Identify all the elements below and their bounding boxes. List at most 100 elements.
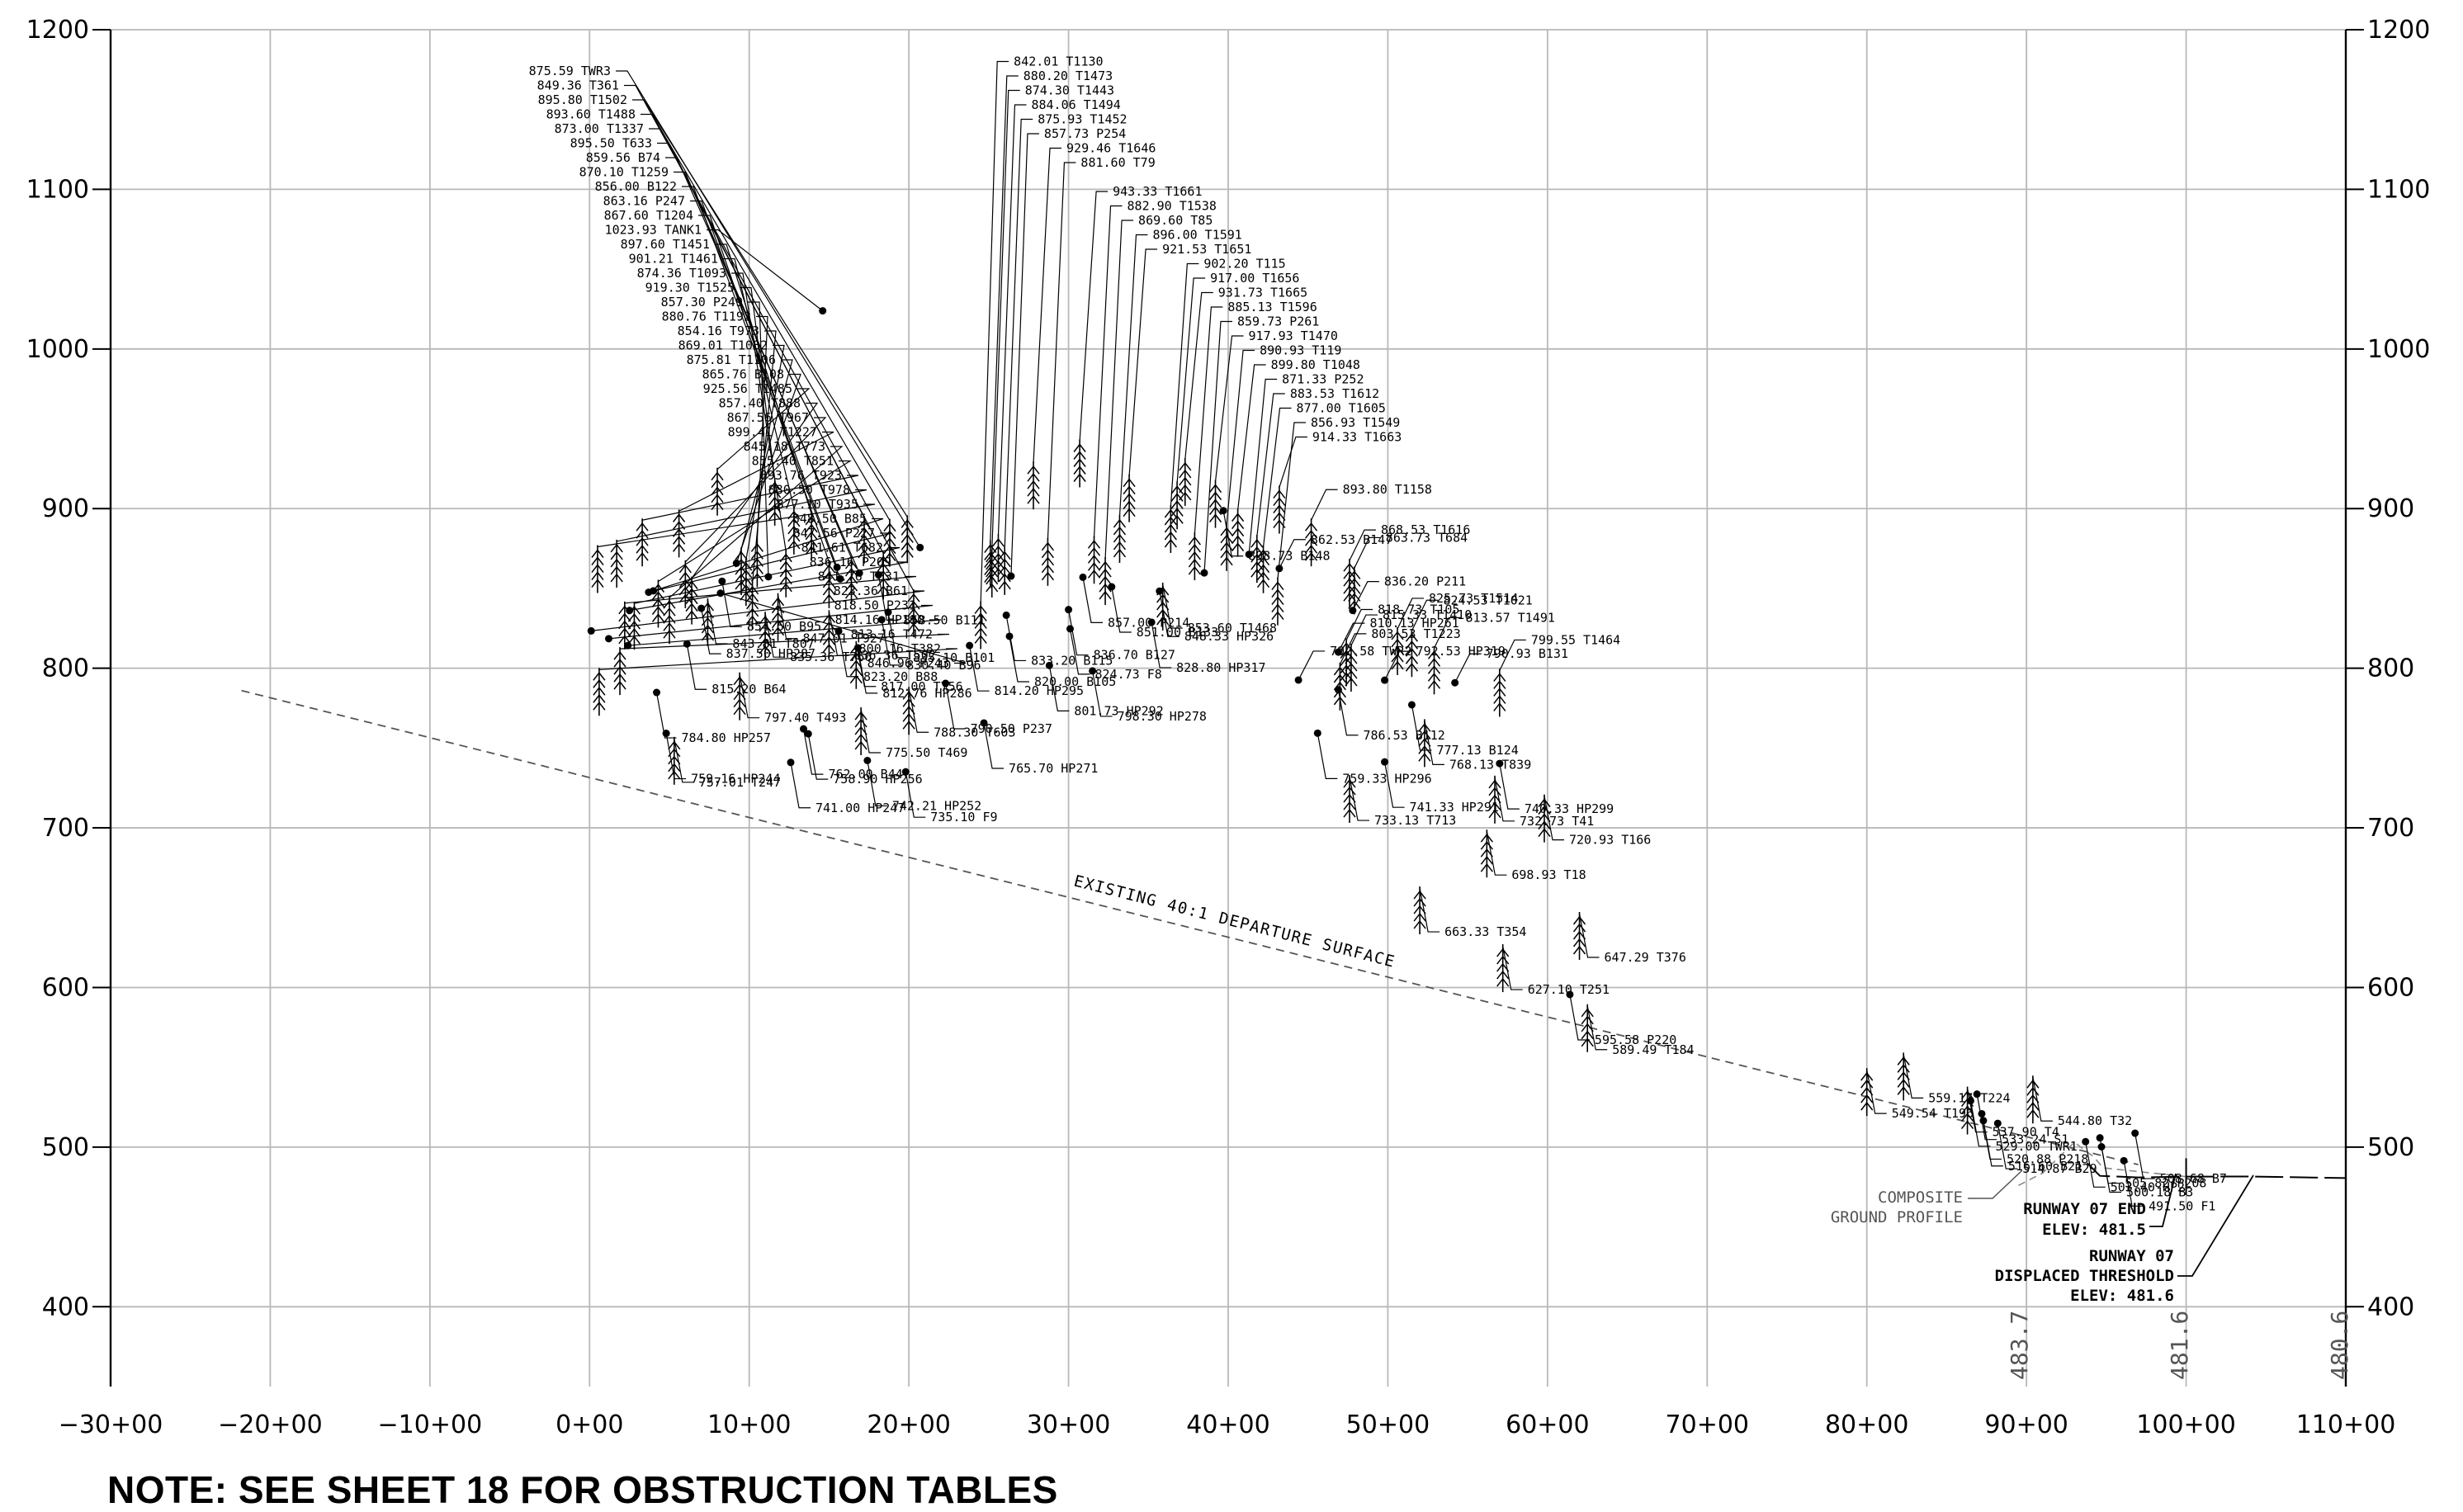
tree-branch bbox=[663, 630, 676, 639]
obstruction-label: 855.40 T851 bbox=[752, 454, 834, 469]
tree-branch bbox=[673, 543, 686, 552]
obstruction-label: 823.20 B88 bbox=[863, 669, 938, 684]
tree-branch bbox=[1538, 798, 1551, 808]
obstruction-leader bbox=[1383, 762, 1405, 808]
tree-branch bbox=[663, 600, 676, 609]
tree-branch bbox=[805, 531, 818, 541]
tree-branch bbox=[1413, 905, 1426, 914]
obstruction-leader bbox=[1128, 248, 1158, 476]
tree-branch bbox=[668, 770, 681, 780]
tree-branch bbox=[902, 698, 915, 707]
tree-branch bbox=[787, 510, 801, 520]
obstruction-label: 790.93 B131 bbox=[1487, 646, 1568, 661]
obstruction-label: 818.50 P231 bbox=[834, 598, 916, 613]
tree-branch bbox=[1220, 541, 1233, 551]
tree-branch bbox=[733, 698, 746, 708]
obstruction-label: 895.50 T633 bbox=[570, 136, 652, 151]
tree-branch bbox=[1220, 534, 1233, 544]
tree-branch bbox=[805, 516, 818, 526]
tree-branch bbox=[1113, 548, 1127, 558]
tree-branch bbox=[1572, 938, 1586, 947]
tree-branch bbox=[1027, 465, 1040, 475]
tree-branch bbox=[1156, 601, 1170, 611]
threshold-leader bbox=[2177, 1174, 2254, 1277]
tree-branch bbox=[986, 553, 999, 563]
obstruction-leader bbox=[1004, 118, 1033, 549]
tree-branch bbox=[1493, 695, 1506, 704]
obstruction-label: 851.00 B133 bbox=[1137, 625, 1218, 640]
obstruction-leader bbox=[2085, 1141, 2106, 1188]
obstruction-leader bbox=[838, 631, 859, 678]
tree-obstruction-icon bbox=[771, 593, 785, 641]
tree-branch bbox=[1343, 569, 1356, 579]
obstruction-leader bbox=[1170, 262, 1199, 508]
obstruction-label: 824.73 F8 bbox=[1095, 667, 1162, 682]
tree-branch bbox=[1208, 506, 1222, 516]
tree-obstruction-icon bbox=[1572, 911, 1586, 960]
obstruction-label: 848.50 B85 bbox=[792, 512, 867, 527]
obstruction-label: 788.30 T603 bbox=[934, 725, 1015, 739]
tree-branch bbox=[1170, 500, 1184, 509]
tree-branch bbox=[613, 650, 626, 660]
obstruction-label: 893.60 T1488 bbox=[546, 107, 636, 122]
tree-branch bbox=[1273, 504, 1286, 514]
obstruction-label: 733.13 T713 bbox=[1374, 813, 1456, 828]
tree-obstruction-icon bbox=[678, 560, 692, 608]
tree-obstruction-icon bbox=[1480, 829, 1493, 878]
obstruction-leader bbox=[620, 633, 950, 650]
tree-branch bbox=[1113, 518, 1127, 528]
tree-branch bbox=[1340, 672, 1353, 681]
tree-branch bbox=[1538, 813, 1551, 823]
tree-obstruction-icon bbox=[901, 515, 914, 564]
obstruction-point bbox=[836, 574, 844, 583]
tree-branch bbox=[986, 583, 999, 593]
tree-branch bbox=[735, 565, 748, 575]
tree-branch bbox=[1188, 536, 1201, 546]
tree-branch bbox=[1418, 730, 1431, 739]
obstruction-label: 720.93 T166 bbox=[1569, 833, 1651, 848]
obstruction-leader bbox=[990, 75, 1019, 542]
obstruction-point bbox=[1089, 667, 1097, 675]
tree-branch bbox=[613, 665, 626, 675]
obstruction-leader bbox=[1069, 628, 1090, 675]
tree-branch bbox=[1340, 650, 1353, 659]
tree-branch bbox=[1343, 801, 1356, 810]
obstruction-leader bbox=[1118, 234, 1148, 517]
tree-branch bbox=[663, 607, 676, 617]
tree-branch bbox=[1488, 809, 1501, 819]
tree-branch bbox=[1333, 673, 1346, 683]
tree-branch bbox=[787, 532, 801, 542]
tree-branch bbox=[1480, 855, 1493, 865]
obstruction-label: 841.61 T682 bbox=[801, 541, 883, 555]
obstruction-label: 859.56 B74 bbox=[586, 150, 660, 165]
tree-branch bbox=[1232, 542, 1245, 552]
obstruction-leader bbox=[969, 645, 990, 692]
tree-branch bbox=[668, 755, 681, 765]
y-tick-label-left: 700 bbox=[42, 814, 89, 843]
tree-branch bbox=[1188, 565, 1201, 575]
tree-branch bbox=[1427, 680, 1441, 689]
obstruction-label: 491.50 F1 bbox=[2149, 1198, 2215, 1213]
tree-branch bbox=[610, 550, 623, 560]
tree-branch bbox=[854, 740, 867, 750]
tree-branch bbox=[668, 748, 681, 758]
tree-branch bbox=[613, 658, 626, 668]
tree-branch bbox=[627, 627, 641, 637]
obstruction-label: 759.33 HP296 bbox=[1342, 771, 1431, 786]
obstruction-label: 500.18 B3 bbox=[2126, 1184, 2193, 1199]
tree-branch bbox=[1027, 480, 1040, 489]
obstruction-label: 853.60 T1468 bbox=[1188, 621, 1277, 636]
obstruction-leader bbox=[1983, 1120, 2003, 1167]
tree-branch bbox=[678, 564, 692, 574]
tree-branch bbox=[1156, 616, 1170, 626]
tree-branch bbox=[998, 573, 1011, 583]
tree-branch bbox=[974, 635, 987, 644]
tree-branch bbox=[877, 563, 890, 572]
obstruction-leader bbox=[905, 772, 926, 818]
tree-branch bbox=[1427, 658, 1441, 667]
tree-branch bbox=[986, 560, 999, 570]
tree-branch bbox=[613, 680, 626, 690]
obstruction-leader bbox=[707, 229, 824, 312]
tree-branch bbox=[998, 580, 1011, 590]
obstruction-point bbox=[877, 616, 886, 624]
